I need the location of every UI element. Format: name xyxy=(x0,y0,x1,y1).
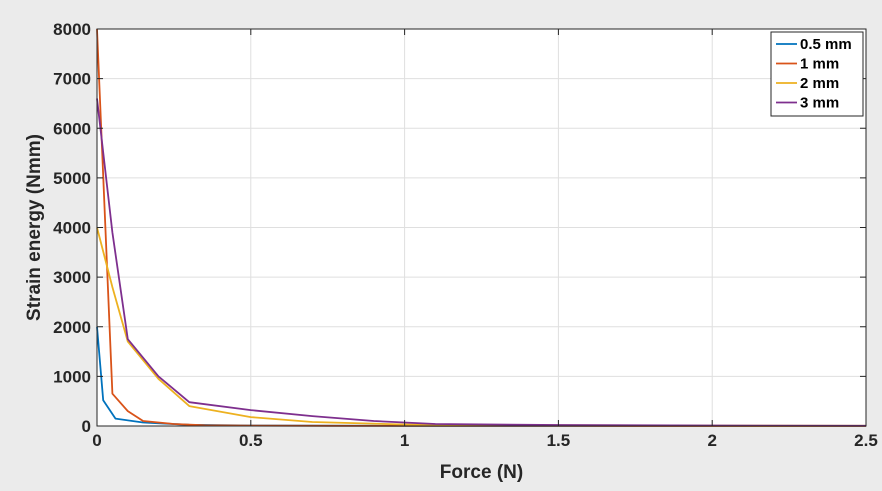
x-tick-label: 0 xyxy=(92,431,101,450)
series-line-3-mm xyxy=(96,98,867,427)
x-tick-label: 2 xyxy=(707,431,716,450)
y-tick-label: 6000 xyxy=(53,119,91,138)
y-tick-label: 1000 xyxy=(53,367,91,386)
y-tick-label: 5000 xyxy=(53,169,91,188)
x-tick-label: 1.5 xyxy=(547,431,571,450)
x-tick-label: 0.5 xyxy=(239,431,263,450)
y-tick-label: 2000 xyxy=(53,318,91,337)
axis-ticks: 0 0.5 1 1.5 2 2.5 0 1000 2000 3000 4000 5000 6000 700… xyxy=(53,20,878,450)
legend-label: 0.5 mm xyxy=(800,36,852,53)
y-tick-label: 3000 xyxy=(53,268,91,287)
legend-label: 3 mm xyxy=(800,95,839,112)
x-tick-label: 1 xyxy=(400,431,409,450)
y-tick-label: 0 xyxy=(82,417,91,436)
y-tick-label: 7000 xyxy=(53,70,91,89)
x-axis-label: Force (N) xyxy=(440,462,523,483)
y-tick-label: 4000 xyxy=(53,219,91,238)
x-tick-label: 2.5 xyxy=(854,431,878,450)
y-axis-label: Strain energy (Nmm) xyxy=(24,134,45,321)
legend-label: 1 mm xyxy=(800,56,839,73)
legend-label: 2 mm xyxy=(800,75,839,92)
y-tick-label: 8000 xyxy=(53,20,91,39)
legend: 0.5 mm 1 mm 2 mm 3 mm xyxy=(770,31,864,117)
